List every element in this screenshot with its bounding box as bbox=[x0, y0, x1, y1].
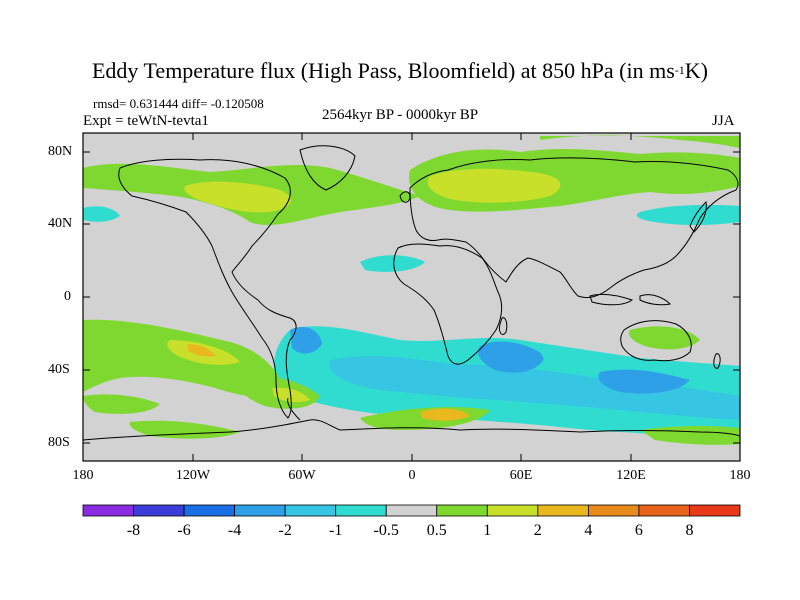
coast-japan bbox=[689, 200, 707, 233]
lon-label-0: 0 bbox=[408, 468, 416, 483]
colorbar-box bbox=[284, 504, 337, 517]
flux-region-southern-ocean-mid bbox=[329, 356, 740, 420]
lat-label-40s: 40S bbox=[48, 362, 70, 377]
coast-antarctica bbox=[83, 419, 740, 441]
lon-label-120e: 120E bbox=[616, 468, 646, 483]
flux-region-weddell bbox=[129, 420, 240, 439]
coast-north-america bbox=[118, 158, 297, 419]
lat-label-0: 0 bbox=[64, 289, 71, 304]
coast-uk bbox=[399, 191, 411, 203]
colorbar-label: -8 bbox=[126, 522, 141, 539]
coast-australia bbox=[620, 320, 692, 362]
colorbar-label: 6 bbox=[634, 522, 643, 539]
flux-region-south-pacific-core-2 bbox=[188, 344, 216, 357]
flux-field bbox=[83, 135, 740, 445]
flux-region-north-atlantic bbox=[360, 255, 425, 272]
colorbar-label: -1 bbox=[329, 522, 343, 539]
flux-region-arctic bbox=[540, 135, 740, 148]
colorbar-label: 0.5 bbox=[426, 522, 447, 539]
flux-region-south-america-core bbox=[290, 326, 322, 354]
rmsd-diff-stats: rmsd= 0.631444 diff= -0.120508 bbox=[93, 96, 264, 111]
flux-region-south-atlantic-core bbox=[477, 341, 545, 373]
colorbar-label: -2 bbox=[278, 522, 292, 539]
lon-label-60w: 60W bbox=[288, 468, 316, 483]
colorbar-label: -6 bbox=[177, 522, 191, 539]
colorbar-label: 8 bbox=[685, 522, 694, 539]
axis-ticks bbox=[83, 133, 740, 461]
colorbar-box bbox=[486, 504, 539, 517]
colorbar-box bbox=[587, 504, 640, 517]
coast-europe-asia bbox=[409, 157, 739, 299]
coast-indonesia bbox=[589, 293, 672, 306]
coast-greenland bbox=[299, 145, 356, 191]
coast-new-zealand bbox=[713, 353, 721, 369]
lat-label-80n: 80N bbox=[48, 144, 73, 159]
flux-region-east-pacific bbox=[83, 206, 120, 222]
flux-region-north-pacific bbox=[636, 204, 740, 225]
flux-region-north-america-core bbox=[184, 181, 291, 213]
colorbar-label: 4 bbox=[584, 522, 593, 539]
colorbar-box bbox=[537, 504, 589, 517]
colorbar-box bbox=[638, 504, 690, 517]
coast-madagascar bbox=[499, 317, 508, 335]
lon-label-60e: 60E bbox=[509, 468, 533, 483]
experiment-label: Expt = teWtN-tevta1 bbox=[83, 113, 209, 129]
colorbar-box bbox=[436, 504, 488, 517]
coast-africa bbox=[393, 243, 503, 365]
flux-region-indian-ocean-core bbox=[598, 369, 690, 394]
flux-region-eurasia-core bbox=[427, 168, 561, 203]
flux-region-south-pacific-lower bbox=[83, 394, 160, 414]
flux-region-antarctic-core bbox=[420, 408, 470, 421]
colorbar-box bbox=[234, 504, 286, 517]
colorbar-box bbox=[183, 504, 236, 517]
season-label: JJA bbox=[712, 113, 735, 129]
colorbar-label: -4 bbox=[227, 522, 242, 539]
colorbar-box bbox=[82, 504, 134, 517]
lat-label-80s: 80S bbox=[48, 435, 70, 450]
flux-region-indonesia bbox=[540, 349, 590, 365]
colorbar-box bbox=[689, 504, 741, 517]
colorbar-label: -0.5 bbox=[373, 522, 399, 539]
figure-title: Eddy Temperature flux (High Pass, Bloomf… bbox=[91, 58, 708, 83]
colorbar-box bbox=[385, 504, 438, 517]
colorbar-label: 2 bbox=[533, 522, 542, 539]
coastlines bbox=[83, 145, 740, 441]
colorbar-box bbox=[335, 504, 387, 517]
lon-label-180-west: 180 bbox=[72, 468, 94, 483]
lon-label-180-east: 180 bbox=[729, 468, 751, 483]
flux-region-indian-positive bbox=[628, 326, 700, 350]
period-label: 2564kyr BP - 0000kyr BP bbox=[322, 107, 479, 123]
colorbar-label: 1 bbox=[483, 522, 492, 539]
colorbar bbox=[82, 504, 741, 517]
lon-label-120w: 120W bbox=[175, 468, 211, 483]
colorbar-box bbox=[133, 504, 185, 517]
coast-antarctic-peninsula bbox=[287, 397, 301, 421]
lat-label-40n: 40N bbox=[48, 216, 73, 231]
